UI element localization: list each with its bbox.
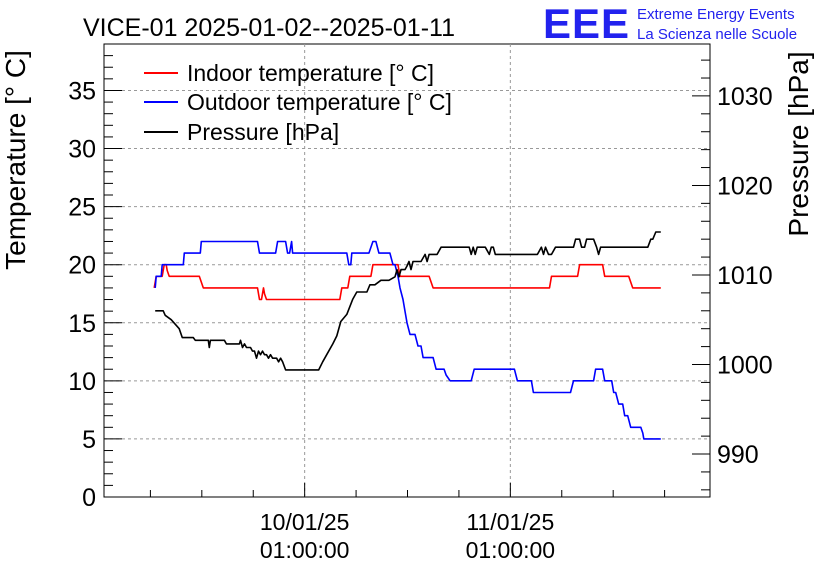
x-tick-label-time: 01:00:00 [260,537,350,563]
left-tick-label: 35 [68,77,96,105]
pressure-line [155,231,661,371]
right-tick-label: 1010 [717,262,773,290]
right-tick-label: 1020 [717,172,773,200]
left-tick-label: 25 [68,194,96,222]
eee-logo-mark: EEE [543,0,630,47]
eee-logo: EEE Extreme Energy Events La Scienza nel… [543,0,797,47]
logo-line1: Extreme Energy Events [637,6,795,23]
x-tick-label-time: 01:00:00 [466,537,556,563]
right-tick-label: 1030 [717,83,773,111]
plot-frame [103,43,711,498]
axes-group: 0 5 10 15 20 25 30 35 990 1000 1010 1020 1030 10/01/2… [68,55,773,563]
left-axis-title: Temperature [° C] [0,50,31,270]
legend: Indoor temperature [° C] Outdoor tempera… [144,60,452,145]
right-tick-label: 1000 [717,352,773,380]
left-tick-label: 15 [68,310,96,338]
legend-label-indoor: Indoor temperature [° C] [187,60,434,86]
left-tick-label: 10 [68,368,96,396]
right-axis-title: Pressure [hPa] [783,51,814,236]
legend-label-pressure: Pressure [hPa] [187,119,339,145]
x-tick-label-date: 11/01/25 [466,509,554,535]
left-tick-label: 5 [82,426,96,454]
chart-title: VICE-01 2025-01-02--2025-01-11 [83,14,455,42]
left-tick-label: 0 [82,484,96,512]
right-tick-label: 990 [717,441,759,469]
logo-line2: La Scienza nelle Scuole [637,26,797,43]
left-tick-label: 20 [68,252,96,280]
series-group [153,231,661,440]
indoor-temperature-line [153,263,661,301]
left-tick-label: 30 [68,136,96,164]
outdoor-temperature-line [154,240,661,440]
legend-label-outdoor: Outdoor temperature [° C] [187,89,452,115]
x-tick-label-date: 10/01/25 [260,509,350,535]
